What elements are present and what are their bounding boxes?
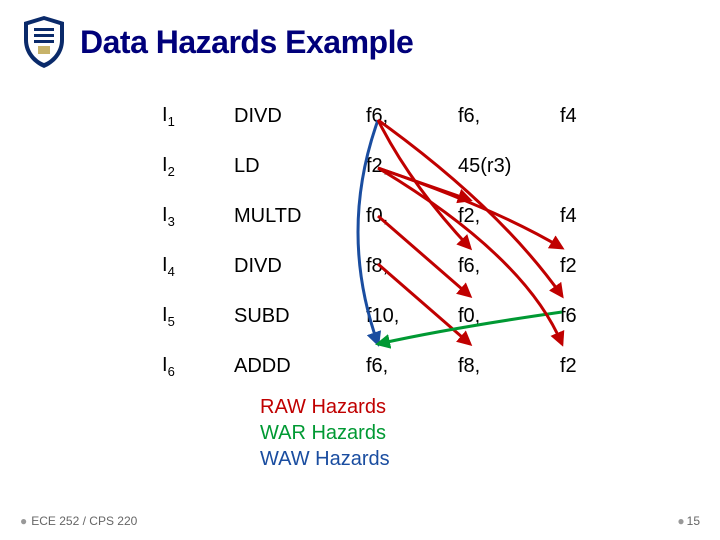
table-row: I5SUBDf10,f0,f6 [162,292,620,340]
table-row: I3MULTDf0,f2,f4 [162,192,620,240]
instr-src2: f2 [560,342,620,390]
title-row: Data Hazards Example [20,14,413,70]
instr-src1: f8, [458,342,558,390]
legend-war: WAR Hazards [260,420,390,446]
instr-op: MULTD [234,192,364,240]
instr-dest: f10, [366,292,456,340]
bullet-icon: ● [20,514,27,528]
instr-src2 [560,142,620,190]
hazard-legend: RAW Hazards WAR Hazards WAW Hazards [260,394,390,472]
footer-left: ● ECE 252 / CPS 220 [20,514,137,528]
instr-src1: f6, [458,242,558,290]
legend-raw: RAW Hazards [260,394,390,420]
table-row: I6ADDDf6,f8,f2 [162,342,620,390]
instr-op: SUBD [234,292,364,340]
slide: Data Hazards Example I1DIVDf6,f6,f4I2LDf… [0,0,720,540]
page-title: Data Hazards Example [80,24,413,61]
table-row: I1DIVDf6,f6,f4 [162,92,620,140]
instr-id: I4 [162,242,232,290]
instr-id: I5 [162,292,232,340]
instr-op: DIVD [234,92,364,140]
instr-src2: f6 [560,292,620,340]
table-row: I2LDf2,45(r3) [162,142,620,190]
instr-id: I1 [162,92,232,140]
instr-id: I3 [162,192,232,240]
instr-id: I2 [162,142,232,190]
instr-dest: f0, [366,192,456,240]
instr-op: LD [234,142,364,190]
instr-src2: f4 [560,92,620,140]
instr-id: I6 [162,342,232,390]
instruction-table: I1DIVDf6,f6,f4I2LDf2,45(r3)I3MULTDf0,f2,… [160,90,622,392]
footer-left-text: ECE 252 / CPS 220 [31,514,137,528]
shield-icon [20,14,68,70]
instr-src2: f4 [560,192,620,240]
legend-waw: WAW Hazards [260,446,390,472]
instr-dest: f2, [366,142,456,190]
instr-src1: f0, [458,292,558,340]
instr-dest: f6, [366,92,456,140]
instr-src2: f2 [560,242,620,290]
instr-op: ADDD [234,342,364,390]
footer-right: ●15 [677,514,700,528]
instr-src1: 45(r3) [458,142,558,190]
instr-op: DIVD [234,242,364,290]
instr-dest: f6, [366,342,456,390]
bullet-icon: ● [677,514,684,528]
table-row: I4DIVDf8,f6,f2 [162,242,620,290]
instr-src1: f2, [458,192,558,240]
instr-src1: f6, [458,92,558,140]
page-number: 15 [687,514,700,528]
instr-dest: f8, [366,242,456,290]
